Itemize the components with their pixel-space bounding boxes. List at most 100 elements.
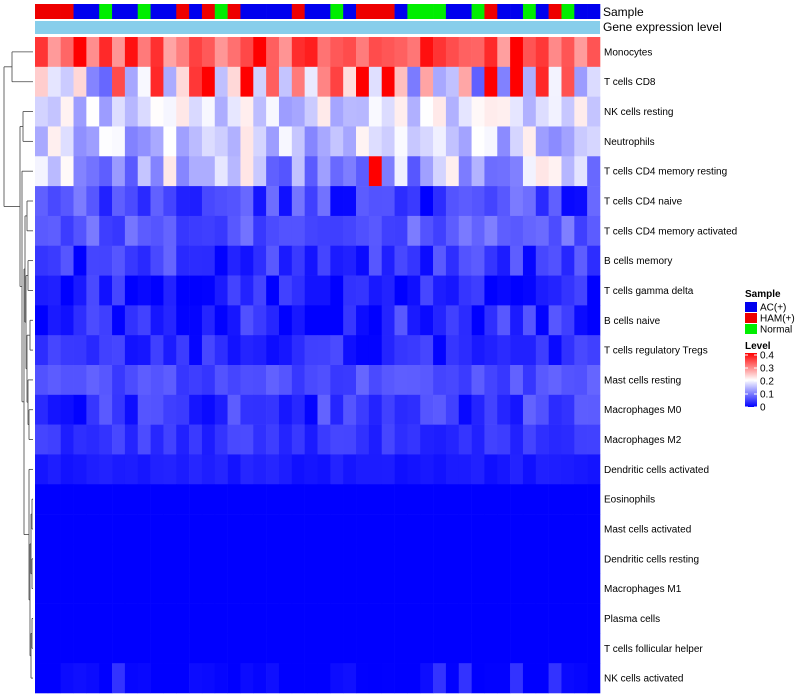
- heatmap-cell: [356, 365, 370, 396]
- heatmap-cell: [574, 275, 588, 306]
- heatmap-cell: [497, 215, 511, 247]
- heatmap-cell: [176, 394, 190, 425]
- heatmap-cell: [356, 633, 370, 664]
- heatmap-cell: [420, 394, 434, 425]
- heatmap-cell: [356, 156, 370, 187]
- row-label: Mast cells activated: [604, 525, 691, 536]
- heatmap-cell: [73, 305, 87, 336]
- heatmap-cell: [304, 126, 318, 157]
- heatmap-cell: [548, 484, 562, 515]
- heatmap-cell: [137, 37, 151, 68]
- heatmap-cell: [407, 603, 421, 634]
- heatmap-cell: [497, 573, 511, 604]
- heatmap-cell: [587, 394, 601, 425]
- heatmap-cell: [330, 424, 344, 455]
- heatmap-cell: [86, 663, 100, 694]
- heatmap-cell: [201, 573, 216, 604]
- sample-annotation-cell: [330, 4, 344, 19]
- heatmap-cell: [587, 245, 601, 276]
- heatmap-cell: [99, 335, 113, 366]
- heatmap-cell: [522, 275, 537, 306]
- heatmap-cell: [35, 215, 49, 247]
- heatmap-cell: [176, 365, 190, 396]
- heatmap-cell: [433, 186, 447, 217]
- heatmap-cell: [368, 215, 383, 247]
- heatmap-cell: [73, 633, 87, 664]
- heatmap-cell: [112, 245, 126, 276]
- heatmap-cell: [343, 663, 357, 694]
- heatmap-cell: [73, 394, 87, 425]
- heatmap-cell: [278, 126, 293, 157]
- row-label: T cells CD4 memory resting: [604, 167, 727, 178]
- heatmap-cell: [124, 365, 139, 396]
- heatmap-cell: [433, 156, 447, 187]
- heatmap-cell: [214, 66, 228, 97]
- heatmap-cell: [381, 37, 395, 68]
- row-dendrogram: [3, 51, 33, 679]
- heatmap-cell: [548, 275, 562, 306]
- heatmap-cell: [343, 245, 357, 276]
- heatmap-cell: [150, 335, 164, 366]
- heatmap-cell: [471, 305, 485, 336]
- heatmap-cell: [214, 454, 228, 485]
- heatmap-cell: [47, 514, 61, 545]
- heatmap-cell: [35, 126, 49, 157]
- heatmap-cell: [484, 186, 498, 217]
- heatmap-cell: [471, 275, 485, 306]
- heatmap-cell: [420, 275, 434, 306]
- heatmap-cell: [561, 305, 575, 336]
- heatmap-cell: [60, 275, 74, 306]
- heatmap-cell: [47, 484, 61, 515]
- heatmap-cell: [201, 215, 216, 247]
- heatmap-cell: [484, 365, 498, 396]
- heatmap-cell: [407, 394, 421, 425]
- heatmap-cell: [124, 305, 139, 336]
- heatmap-cell: [381, 156, 395, 187]
- heatmap-cell: [60, 424, 74, 455]
- heatmap-cell: [574, 633, 588, 664]
- heatmap-cell: [394, 335, 408, 366]
- heatmap-cell: [356, 454, 370, 485]
- heatmap-cell: [86, 96, 100, 127]
- heatmap-cell: [240, 186, 254, 217]
- heatmap-cell: [176, 424, 190, 455]
- heatmap-cell: [497, 633, 511, 664]
- heatmap-cell: [304, 215, 318, 247]
- heatmap-cell: [304, 66, 318, 97]
- sample-annotation-cell: [163, 4, 177, 19]
- sample-annotation-cell: [317, 4, 331, 19]
- heatmap-cell: [561, 543, 575, 575]
- heatmap-cell: [394, 245, 408, 276]
- heatmap-cell: [240, 275, 254, 306]
- heatmap-cell: [60, 454, 74, 485]
- heatmap-cell: [587, 573, 601, 604]
- heatmap-cell: [304, 96, 318, 127]
- heatmap-cell: [317, 514, 331, 545]
- row-label: T cells follicular helper: [604, 644, 703, 655]
- heatmap-cell: [189, 156, 203, 187]
- heatmap-cell: [137, 633, 151, 664]
- heatmap-cell: [510, 215, 524, 247]
- heatmap-cell: [458, 335, 472, 366]
- heatmap-cell: [291, 156, 305, 187]
- heatmap-cell: [240, 514, 254, 545]
- heatmap-cell: [548, 573, 562, 604]
- heatmap-cell: [420, 663, 434, 694]
- heatmap-cell: [99, 37, 113, 68]
- heatmap-cell: [394, 66, 408, 97]
- heatmap-cell: [394, 305, 408, 336]
- heatmap-cell: [535, 96, 549, 127]
- heatmap-cell: [163, 394, 177, 425]
- heatmap-cell: [407, 96, 421, 127]
- heatmap-cell: [458, 543, 472, 575]
- expression-annotation-bar: [35, 21, 600, 34]
- heatmap-cell: [253, 543, 267, 575]
- heatmap-cell: [176, 663, 190, 694]
- heatmap-cell: [163, 424, 177, 455]
- heatmap-cell: [471, 126, 485, 157]
- row-label: T cells CD8: [604, 77, 656, 88]
- heatmap-cell: [150, 573, 164, 604]
- sample-annotation-cell: [150, 4, 164, 19]
- heatmap-cell: [214, 156, 228, 187]
- heatmap-cell: [330, 156, 344, 187]
